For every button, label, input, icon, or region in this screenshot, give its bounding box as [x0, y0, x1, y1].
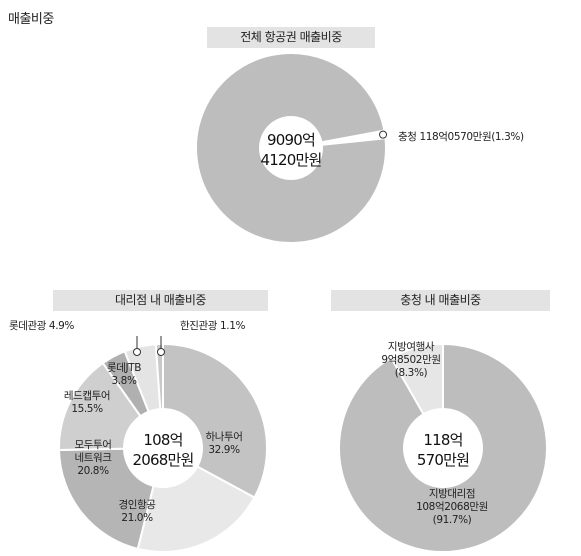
chart-1-center-label: 9090억 4120만원 [261, 131, 322, 169]
page-title: 매출비중 [8, 12, 54, 27]
chart-2-callout-marker-6 [133, 348, 141, 356]
chart-3-title: 충청 내 매출비중 [331, 290, 550, 311]
chart-1-title: 전체 항공권 매출비중 [207, 27, 375, 48]
chart-1-label-1: 충청 118억0570만원(1.3%) [398, 131, 524, 143]
chart-2-label-4: 레드캡투어 15.5% [64, 390, 110, 415]
chart-2-callout-marker-7 [157, 348, 165, 356]
chart-2-label-6: 롯데관광 4.9% [9, 320, 74, 332]
chart-2-label-1: 하나투어 32.9% [205, 430, 242, 456]
chart-1-center-hole [259, 116, 323, 180]
chart-2-title: 대리점 내 매출비중 [53, 290, 268, 311]
chart-2-label-3: 모두투어 네트워크 20.8% [74, 439, 112, 477]
chart-3-label-1: 지방대리점 108억2068만원 (91.7%) [416, 488, 488, 526]
chart-2-center-label: 108억 2068만원 [133, 431, 194, 469]
chart-2-label-2: 경인항공 21.0% [118, 498, 156, 524]
chart-3-center-label: 118억 570만원 [417, 431, 469, 469]
chart-1-slice-2 [195, 52, 387, 244]
chart-2-center-hole [123, 408, 203, 488]
chart-3-center-hole [403, 408, 483, 488]
chart-2-label-7: 한진관광 1.1% [180, 320, 245, 332]
chart-2-label-5: 롯데JTB 3.8% [107, 362, 141, 387]
chart-1-callout-marker [379, 130, 388, 139]
chart-3-label-2: 지방여행사 9억8502만원 (8.3%) [381, 341, 440, 379]
